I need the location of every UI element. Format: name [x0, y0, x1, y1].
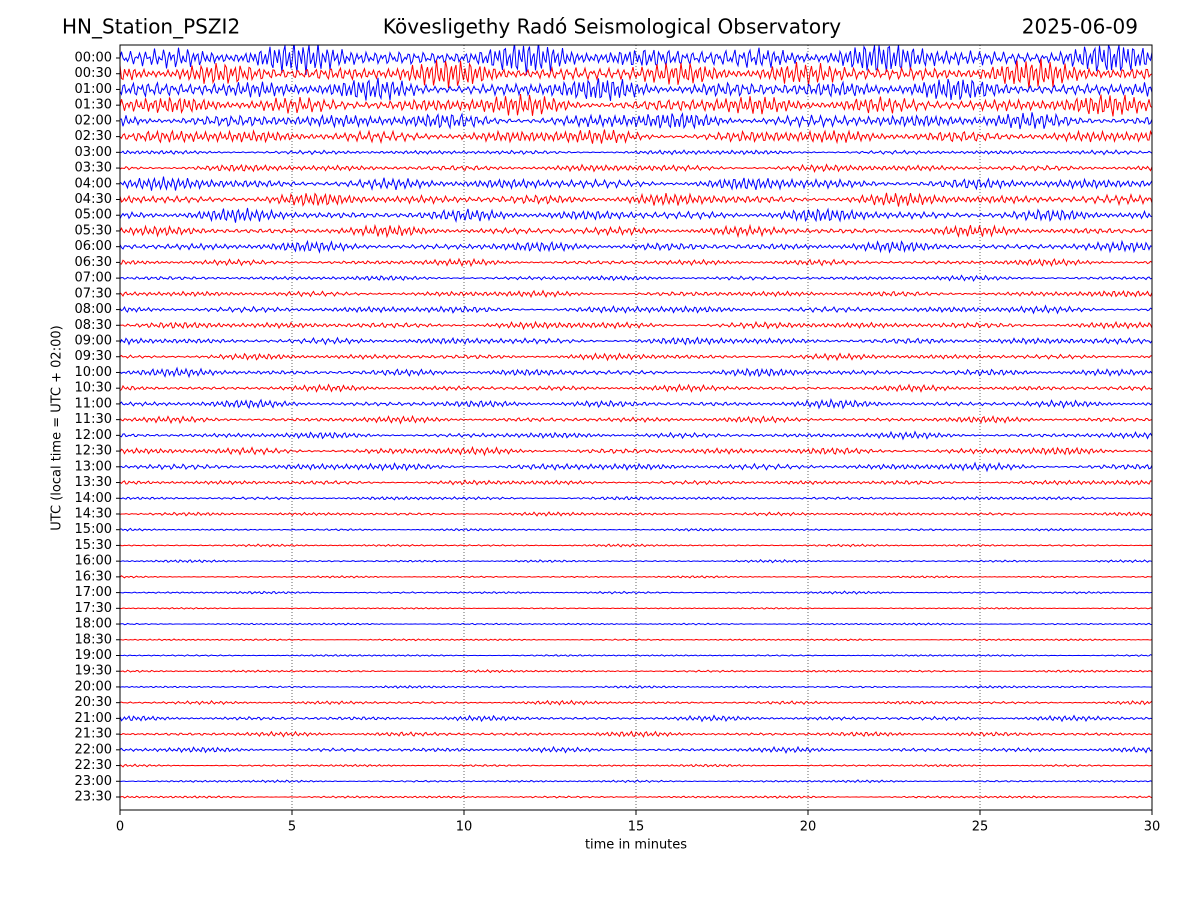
y-tick-label: 04:00 — [75, 176, 112, 191]
y-tick-label: 21:30 — [75, 727, 112, 742]
y-tick-label: 02:00 — [75, 113, 112, 128]
x-tick-label: 5 — [288, 820, 296, 835]
y-tick-label: 20:00 — [75, 679, 112, 694]
station-title: HN_Station_PSZI2 — [62, 15, 240, 39]
trace — [120, 590, 1152, 595]
y-tick-label: 18:30 — [75, 632, 112, 647]
trace — [120, 77, 1152, 101]
trace — [120, 543, 1152, 548]
y-tick-label: 21:00 — [75, 711, 112, 726]
chart-title: Kövesligethy Radó Seismological Observat… — [383, 15, 841, 39]
trace — [120, 149, 1152, 156]
trace — [120, 745, 1152, 754]
y-tick-label: 09:00 — [75, 334, 112, 349]
trace — [120, 795, 1152, 799]
y-tick-label: 08:00 — [75, 302, 112, 317]
y-tick-label: 20:30 — [75, 695, 112, 710]
y-tick-label: 12:00 — [75, 428, 112, 443]
y-tick-label: 19:30 — [75, 664, 112, 679]
x-axis-label: time in minutes — [585, 838, 687, 853]
date-title: 2025-06-09 — [1022, 15, 1138, 39]
y-tick-label: 06:00 — [75, 239, 112, 254]
trace — [120, 669, 1152, 674]
y-axis-label: UTC (local time = UTC + 02:00) — [50, 325, 65, 530]
y-tick-label: 22:00 — [75, 742, 112, 757]
trace — [120, 527, 1152, 532]
y-tick-label: 13:30 — [75, 475, 112, 490]
x-tick-label: 25 — [972, 820, 989, 835]
trace — [120, 606, 1152, 610]
y-tick-label: 10:00 — [75, 365, 112, 380]
y-tick-label: 06:30 — [75, 255, 112, 270]
y-tick-label: 07:30 — [75, 286, 112, 301]
x-tick-label: 10 — [456, 820, 473, 835]
y-tick-label: 23:00 — [75, 774, 112, 789]
trace — [120, 93, 1152, 117]
y-tick-label: 12:30 — [75, 444, 112, 459]
y-tick-label: 03:00 — [75, 145, 112, 160]
y-tick-label: 08:30 — [75, 318, 112, 333]
y-tick-label: 02:30 — [75, 129, 112, 144]
trace — [120, 495, 1152, 501]
y-tick-label: 14:30 — [75, 506, 112, 521]
y-tick-label: 03:30 — [75, 161, 112, 176]
y-tick-label: 01:00 — [75, 82, 112, 97]
y-tick-label: 18:00 — [75, 617, 112, 632]
x-tick-label: 15 — [628, 820, 645, 835]
y-tick-label: 16:00 — [75, 554, 112, 569]
y-tick-label: 05:00 — [75, 208, 112, 223]
y-tick-label: 07:00 — [75, 271, 112, 286]
trace — [120, 45, 1152, 75]
y-tick-label: 23:30 — [75, 790, 112, 805]
y-tick-label: 13:00 — [75, 459, 112, 474]
y-tick-label: 14:00 — [75, 491, 112, 506]
y-tick-label: 00:30 — [75, 66, 112, 81]
y-tick-label: 10:30 — [75, 381, 112, 396]
x-tick-label: 0 — [116, 820, 124, 835]
x-tick-label: 20 — [800, 820, 817, 835]
y-tick-label: 11:30 — [75, 412, 112, 427]
trace — [120, 58, 1152, 89]
x-tick-label: 30 — [1144, 820, 1161, 835]
y-tick-label: 16:30 — [75, 569, 112, 584]
trace — [120, 479, 1152, 486]
y-tick-label: 22:30 — [75, 758, 112, 773]
y-tick-label: 09:30 — [75, 349, 112, 364]
y-tick-label: 00:00 — [75, 51, 112, 66]
y-tick-label: 17:00 — [75, 585, 112, 600]
y-tick-label: 17:30 — [75, 601, 112, 616]
y-tick-label: 15:30 — [75, 538, 112, 553]
y-tick-label: 15:00 — [75, 522, 112, 537]
y-tick-label: 05:30 — [75, 223, 112, 238]
trace — [120, 654, 1152, 657]
y-tick-label: 19:00 — [75, 648, 112, 663]
y-tick-label: 01:30 — [75, 98, 112, 113]
y-tick-label: 04:30 — [75, 192, 112, 207]
y-tick-label: 11:00 — [75, 396, 112, 411]
